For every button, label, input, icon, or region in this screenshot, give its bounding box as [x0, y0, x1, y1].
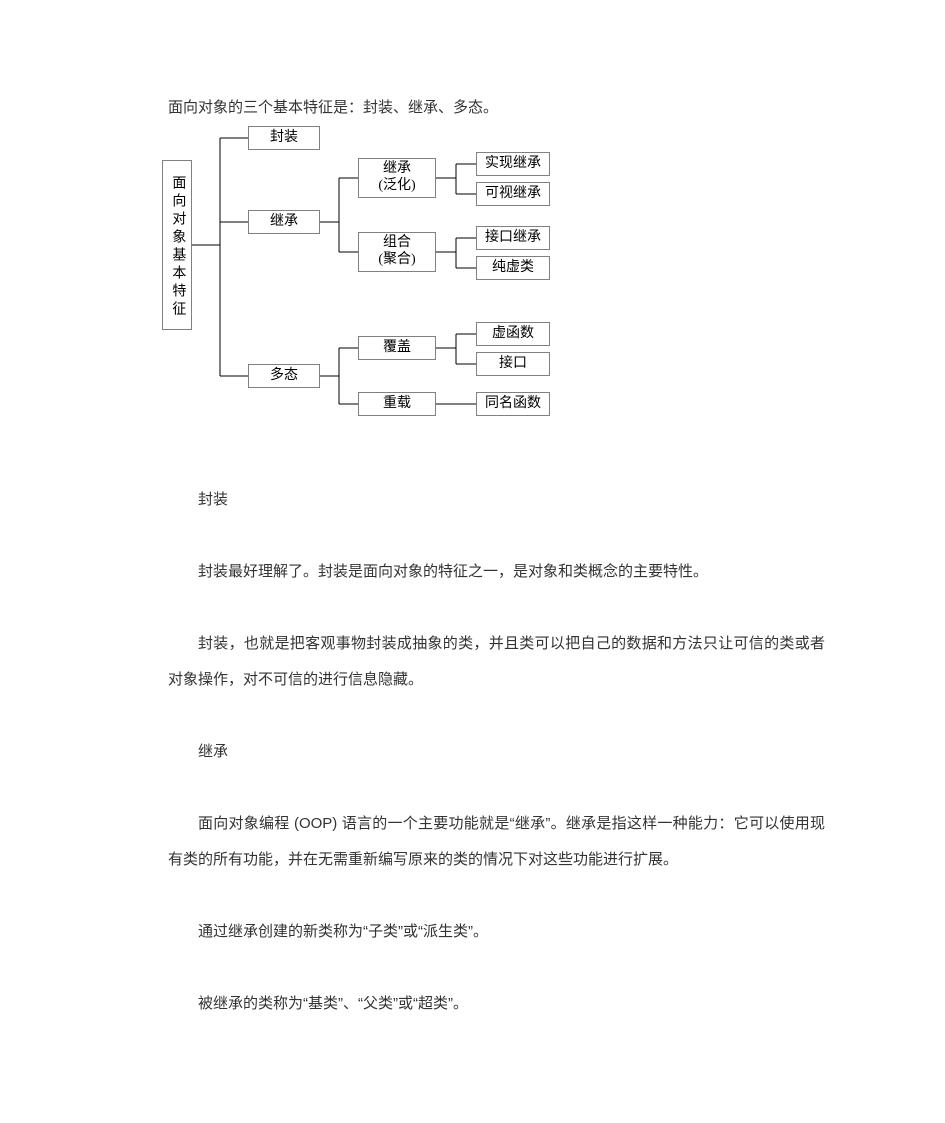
section-title-label: 继承: [168, 734, 228, 770]
diagram-node-n2: 继承: [248, 210, 320, 234]
diagram-node-n212: 可视继承: [476, 182, 550, 206]
intro-text: 面向对象的三个基本特征是：封装、继承、多态。: [168, 90, 825, 126]
diagram-node-n3: 多态: [248, 364, 320, 388]
diagram-node-n312: 接口: [476, 352, 550, 376]
diagram-node-n22: 组合 (聚合): [358, 232, 436, 272]
diagram-node-n32: 重载: [358, 392, 436, 416]
page: 面向对象的三个基本特征是：封装、继承、多态。 面向对象基本特征封装继承多态继承 …: [0, 0, 945, 1102]
section-title-label: 封装: [168, 482, 228, 518]
encapsulation-p1: 封装最好理解了。封装是面向对象的特征之一，是对象和类概念的主要特性。: [168, 554, 825, 590]
diagram-node-n321: 同名函数: [476, 392, 550, 416]
diagram-node-n221: 接口继承: [476, 226, 550, 250]
inheritance-p3: 被继承的类称为“基类”、“父类”或“超类”。: [168, 986, 825, 1022]
diagram-node-n1: 封装: [248, 126, 320, 150]
diagram-node-n211: 实现继承: [476, 152, 550, 176]
section-title-inheritance: 继承: [168, 734, 825, 770]
encapsulation-p2: 封装，也就是把客观事物封装成抽象的类，并且类可以把自己的数据和方法只让可信的类或…: [168, 626, 825, 698]
diagram-node-n222: 纯虚类: [476, 256, 550, 280]
diagram-node-root: 面向对象基本特征: [162, 160, 192, 330]
section-title-encapsulation: 封装: [168, 482, 825, 518]
diagram-node-n21: 继承 (泛化): [358, 158, 436, 198]
diagram-node-n31: 覆盖: [358, 336, 436, 360]
inheritance-p2: 通过继承创建的新类称为“子类”或“派生类”。: [168, 914, 825, 950]
inheritance-p1: 面向对象编程 (OOP) 语言的一个主要功能就是“继承”。继承是指这样一种能力：…: [168, 806, 825, 878]
oop-tree-diagram: 面向对象基本特征 封装继承多态 继承 (泛化) 组合 (聚合) 实现继承可视继承接口继承…: [162, 126, 582, 442]
diagram-node-n311: 虚函数: [476, 322, 550, 346]
